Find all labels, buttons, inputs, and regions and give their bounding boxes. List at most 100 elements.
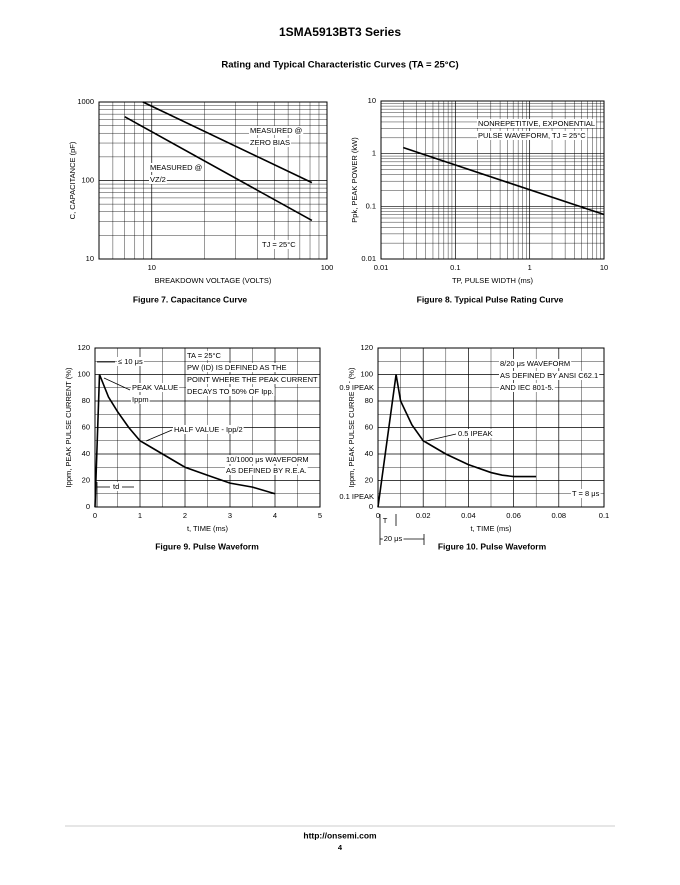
data-line	[403, 146, 605, 216]
pointer-line	[425, 433, 457, 442]
x-tick-label: 0.1	[599, 511, 609, 520]
annotation-bg	[477, 130, 588, 140]
x-axis-label: t, TIME (ms)	[470, 524, 512, 533]
annotation-bg	[186, 374, 319, 384]
annotation: NONREPETITIVE, EXPONENTIAL	[478, 119, 595, 128]
chart: 0 0.02 0.04 0.06 0.08 0.1 0 20 40 60 80 100 120 t, TI…	[338, 343, 609, 551]
plot-frame	[377, 347, 605, 508]
annotation: 0.9 IPEAK	[339, 383, 374, 392]
x-tick-label: 0.02	[416, 511, 431, 520]
y-tick-label: 0.1	[366, 201, 376, 210]
x-tick-label: 0.04	[461, 511, 476, 520]
x-tick-label: 2	[183, 511, 187, 520]
annotation-bg	[186, 362, 288, 372]
x-tick-label: 0	[376, 511, 380, 520]
y-tick-label: 20	[82, 475, 90, 484]
annotation: TA = 25°C	[187, 351, 222, 360]
annotation: 0.5 IPEAK	[458, 429, 493, 438]
annotation-bg	[261, 239, 298, 249]
y-tick-label: 40	[82, 449, 90, 458]
annotation-bg	[249, 137, 292, 147]
y-axis-label: Ippm, PEAK PULSE CURRENT (%)	[347, 367, 356, 487]
annotation: 20 μs	[384, 534, 403, 543]
figure-caption: Figure 7. Capacitance Curve	[133, 294, 248, 304]
y-tick-label: 10	[368, 96, 376, 105]
x-tick-label: 0	[93, 511, 97, 520]
annotation: T = 8 μs	[572, 489, 600, 498]
annotation: Ippm	[132, 395, 149, 404]
annotation-bg	[131, 394, 150, 404]
annotation-bg	[117, 356, 144, 366]
annotation: AND IEC 801-5.	[500, 383, 554, 392]
annotation-bg	[249, 125, 304, 135]
annotation-bg	[499, 382, 555, 392]
annotation: MEASURED @	[250, 126, 302, 135]
annotation: HALF VALUE - Ipp/2	[174, 425, 243, 434]
y-tick-label: 20	[365, 475, 373, 484]
section-title: Rating and Typical Characteristic Curves…	[221, 60, 458, 71]
annotation: PULSE WAVEFORM, TJ = 25°C	[478, 131, 586, 140]
x-tick-label: 0.08	[551, 511, 566, 520]
figure-caption: Figure 10. Pulse Waveform	[438, 541, 547, 551]
annotation: TJ = 25°C	[262, 240, 296, 249]
annotation-bg	[499, 358, 572, 368]
annotation-bg	[225, 454, 310, 464]
pointer-line	[103, 377, 131, 391]
annotation: VZ/2	[150, 175, 166, 184]
annotation: 10/1000 μs WAVEFORM	[226, 455, 309, 464]
x-tick-label: 4	[273, 511, 277, 520]
plot-frame	[98, 101, 328, 260]
chart: 0 1 2 3 4 5 0 20 40 60 80 100 120 t, TIME (ms) Ippm, P…	[64, 343, 322, 551]
y-tick-label: 80	[82, 396, 90, 405]
annotation: ≤ 10 μs	[118, 357, 143, 366]
x-axis-label: TP, PULSE WIDTH (ms)	[452, 276, 534, 285]
y-tick-label: 100	[360, 369, 373, 378]
data-line	[142, 101, 313, 184]
annotation: 8/20 μs WAVEFORM	[500, 359, 570, 368]
x-axis-label: BREAKDOWN VOLTAGE (VOLTS)	[155, 276, 272, 285]
y-tick-label: 120	[360, 343, 373, 352]
annotation-bg	[382, 533, 404, 543]
annotation: POINT WHERE THE PEAK CURRENT	[187, 375, 318, 384]
annotation-bg	[112, 481, 121, 491]
y-tick-label: 0	[369, 502, 373, 511]
annotation-bg	[173, 424, 244, 434]
annotation: MEASURED @	[150, 163, 202, 172]
x-tick-label: 100	[321, 263, 334, 272]
y-axis-label: Ippm, PEAK PULSE CURRENT (%)	[64, 367, 73, 487]
annotation-bg	[477, 118, 597, 128]
annotation-bg	[457, 428, 494, 438]
annotation-bg	[149, 162, 204, 172]
x-tick-label: 0.1	[450, 263, 460, 272]
y-tick-label: 60	[82, 422, 90, 431]
plot-frame	[94, 347, 321, 508]
annotation: 0.1 IPEAK	[339, 492, 374, 501]
y-tick-label: 1	[372, 149, 376, 158]
annotation: AS DEFINED BY R.E.A.	[226, 466, 307, 475]
chart: 10 100 10 100 1000 BREAKDOWN VOLTAGE (VOLTS) C…	[68, 97, 333, 304]
x-tick-label: 1	[138, 511, 142, 520]
figure-caption: Figure 9. Pulse Waveform	[155, 541, 259, 551]
x-tick-label: 5	[318, 511, 322, 520]
annotation-bg	[225, 465, 308, 475]
data-line	[377, 374, 537, 508]
annotation: ZERO BIAS	[250, 138, 290, 147]
x-tick-label: 1	[528, 263, 532, 272]
annotation-bg	[499, 370, 600, 380]
y-tick-label: 100	[77, 369, 90, 378]
x-tick-label: 0.06	[506, 511, 521, 520]
y-tick-label: 40	[365, 449, 373, 458]
annotation-bg	[131, 382, 180, 392]
y-tick-label: 100	[81, 175, 94, 184]
annotation: AS DEFINED BY ANSI C62.1	[500, 371, 598, 380]
y-tick-label: 120	[77, 343, 90, 352]
chart: 0.01 0.1 1 10 0.01 0.1 1 10 TP, PULSE WIDTH (ms)…	[350, 96, 608, 304]
annotation: DECAYS TO 50% OF Ipp.	[187, 387, 274, 396]
annotation-bg	[186, 350, 223, 360]
y-axis-label: C, CAPACITANCE (pF)	[68, 141, 77, 219]
y-tick-label: 0	[86, 502, 90, 511]
y-tick-label: 10	[86, 254, 94, 263]
pointer-line	[145, 429, 173, 442]
